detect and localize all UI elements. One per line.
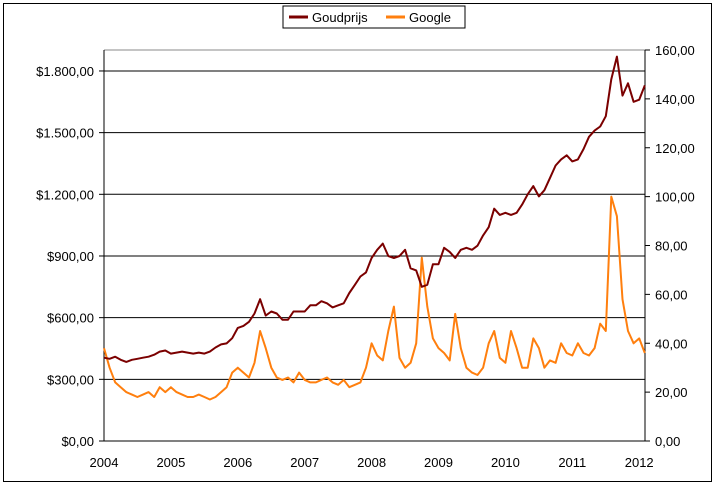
x-tick-label: 2011 [558, 455, 586, 470]
x-tick-label: 2010 [491, 455, 520, 470]
legend: Goudprijs Google [282, 5, 466, 29]
x-tick-label: 2005 [156, 455, 185, 470]
y-right-tick-label: 40,00 [655, 336, 688, 351]
y-left-tick-label: $1.200,00 [36, 187, 94, 202]
y-left-tick-label: $900,00 [47, 249, 94, 264]
y-right-tick-label: 60,00 [655, 287, 688, 302]
y-left-tick-label: $300,00 [47, 372, 94, 387]
x-tick-label: 2006 [223, 455, 252, 470]
legend-label-goudprijs: Goudprijs [312, 10, 368, 25]
legend-label-google: Google [409, 10, 451, 25]
y-right-tick-label: 100,00 [655, 190, 695, 205]
x-tick-label: 2008 [357, 455, 386, 470]
x-tick-label: 2012 [625, 455, 654, 470]
y-left-tick-label: $600,00 [47, 311, 94, 326]
x-tick-label: 2009 [424, 455, 453, 470]
y-right-tick-label: 120,00 [655, 141, 695, 156]
x-tick-label: 2004 [90, 455, 119, 470]
y-right-tick-label: 140,00 [655, 92, 695, 107]
chart-border [3, 3, 712, 482]
y-right-tick-label: 0,00 [655, 434, 680, 449]
series-line-google [103, 195, 646, 401]
y-left-tick-label: $1.500,00 [36, 126, 94, 141]
y-left-tick-label: $1.800,00 [36, 64, 94, 79]
y-right-tick-label: 160,00 [655, 43, 695, 58]
x-tick-label: 2007 [290, 455, 319, 470]
series-line-goudprijs [103, 55, 646, 363]
y-right-tick-label: 20,00 [655, 385, 688, 400]
y-right-tick-label: 80,00 [655, 239, 688, 254]
y-left-tick-label: $0,00 [61, 434, 94, 449]
